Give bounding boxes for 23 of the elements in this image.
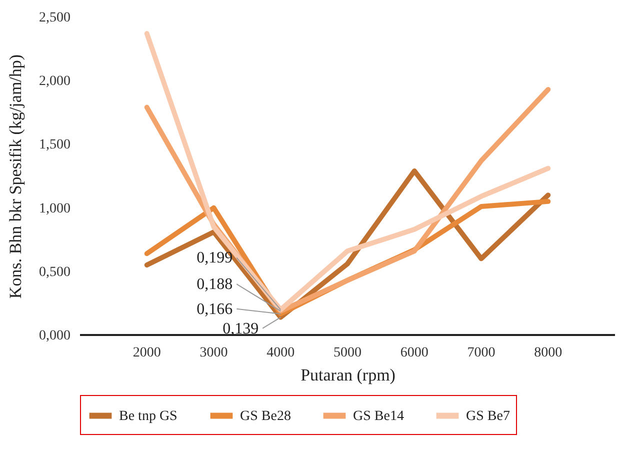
x-tick-label: 7000 — [467, 346, 496, 360]
y-tick-label: 1,500 — [39, 138, 70, 153]
x-axis-title: Putaran (rpm) — [300, 366, 396, 384]
y-tick-label: 1,000 — [39, 201, 70, 216]
annotation: 0,166 — [196, 300, 233, 318]
x-tick-label: 2000 — [132, 346, 161, 360]
annotation: 0,188 — [196, 276, 233, 294]
x-tick-label: 5000 — [334, 346, 362, 360]
legend-label: Be tnp GS — [119, 408, 178, 424]
legend-label: GS Be14 — [353, 408, 404, 424]
annotation: 0,199 — [196, 250, 233, 267]
y-tick-label: 0,500 — [39, 264, 70, 280]
legend-label: GS Be7 — [466, 408, 510, 424]
y-tick-label: 2,500 — [39, 10, 70, 26]
y-tick-label: 0,000 — [39, 328, 70, 344]
legend-label: GS Be28 — [240, 408, 291, 424]
x-tick-label: 8000 — [534, 346, 562, 360]
x-tick-label: 6000 — [400, 346, 428, 360]
y-tick-label: 2,000 — [39, 74, 70, 90]
x-tick-label: 3000 — [200, 346, 228, 360]
annotation: 0,139 — [222, 320, 259, 338]
x-tick-label: 4000 — [266, 346, 295, 360]
y-axis-title: Kons. Bhn bkr Spesifik (kg/jam/hp) — [6, 54, 25, 299]
